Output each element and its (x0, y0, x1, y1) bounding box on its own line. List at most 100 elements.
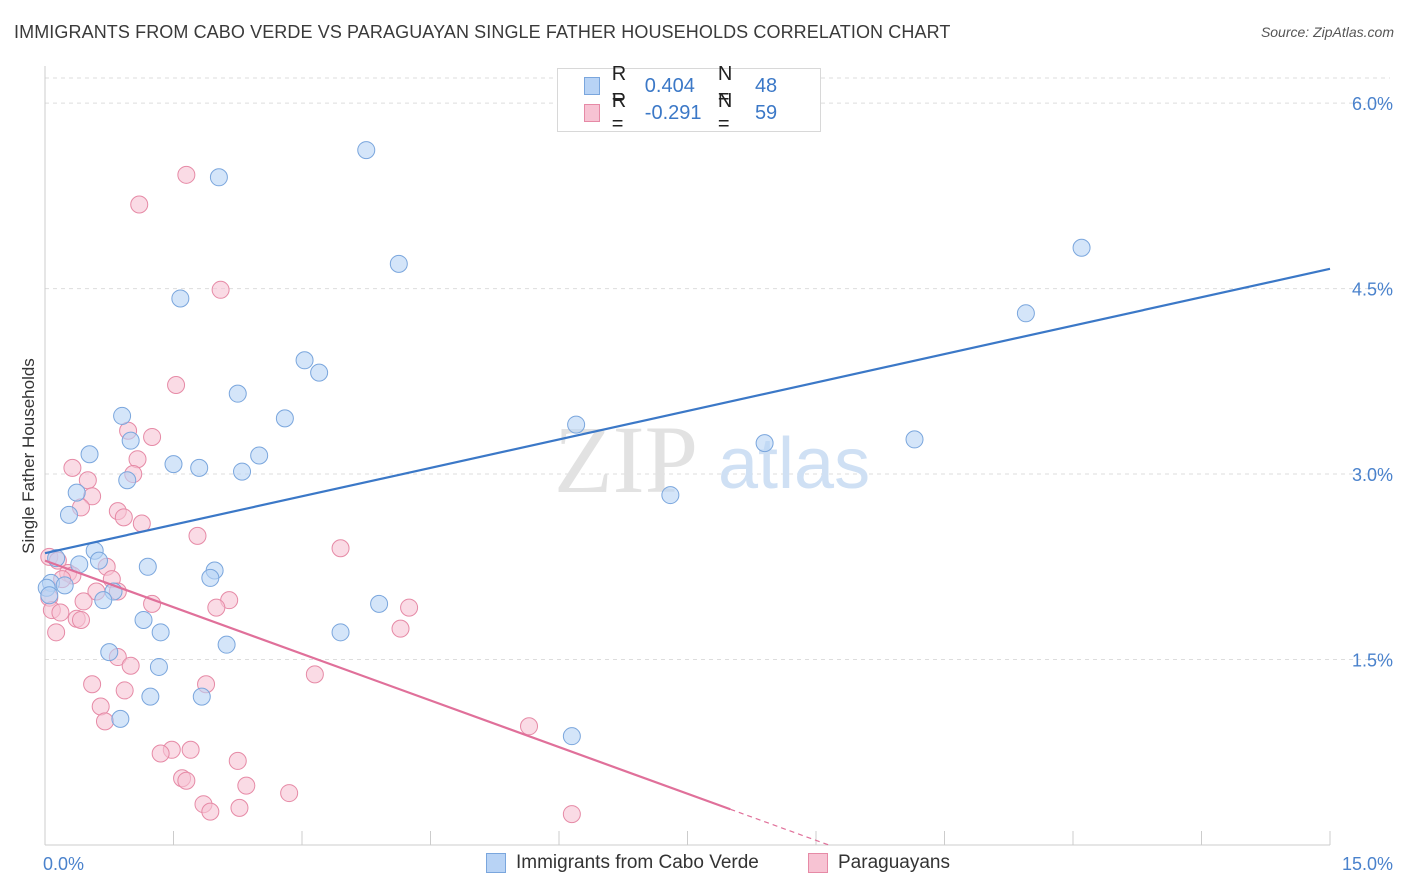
r-value: 0.404 (644, 74, 695, 97)
paraguayans-point (143, 427, 162, 446)
paraguayans-point (391, 619, 410, 638)
cabo-verde-point (357, 141, 376, 160)
paraguayans-point (47, 623, 66, 642)
cabo-verde-point (171, 289, 190, 308)
n-label: N = (717, 63, 733, 108)
paraguayans-point (562, 805, 581, 824)
paraguayans-point (143, 594, 162, 613)
paraguayans-point (211, 280, 230, 299)
paraguayans-point (207, 598, 226, 617)
cabo-verde-points (37, 141, 1091, 746)
cabo-verde-point (755, 434, 774, 453)
legend-item-cabo-verde: Immigrants from Cabo Verde (486, 852, 759, 874)
paraguayans-point (188, 526, 207, 545)
correlation-legend: R = 0.404 N = 48 R = -0.291 N = 59 (557, 63, 821, 135)
paraguayans-point (128, 450, 147, 469)
cabo-verde-point (661, 486, 680, 505)
watermark-atlas: atlas (718, 424, 870, 504)
cabo-verde-point (310, 363, 329, 382)
paraguayans-point (115, 681, 134, 700)
r-value: -0.291 (644, 101, 702, 124)
paraguayans-point (177, 165, 196, 184)
blue-swatch (486, 853, 506, 873)
watermark: ZIP atlas (554, 406, 870, 513)
cabo-verde-point (111, 709, 130, 728)
paraguayans-point (331, 539, 350, 558)
r-label: R = (611, 90, 627, 135)
legend-label-paraguayans: Paraguayans (838, 852, 950, 873)
paraguayans-point (230, 798, 249, 817)
blue-swatch (584, 77, 600, 95)
paraguayans-point (130, 195, 149, 214)
chart-title: IMMIGRANTS FROM CABO VERDE VS PARAGUAYAN… (14, 22, 951, 42)
y-tick-label: 3.0% (1352, 465, 1393, 485)
cabo-verde-point (905, 430, 924, 449)
paraguayans-point (63, 458, 82, 477)
cabo-verde-trend-line (44, 267, 1331, 555)
cabo-verde-point (67, 483, 86, 502)
pink-swatch (808, 853, 828, 873)
cabo-verde-point (201, 568, 220, 587)
paraguayans-point (74, 592, 93, 611)
cabo-verde-point (228, 384, 247, 403)
legend-item-paraguayans: Paraguayans (808, 852, 950, 874)
paraguayans-point (83, 675, 102, 694)
paraguayans-point (280, 784, 299, 803)
cabo-verde-point (567, 415, 586, 434)
trend-lines (44, 267, 1331, 846)
paraguayans-point (520, 717, 539, 736)
n-value: 48 (754, 74, 778, 97)
cabo-verde-point (190, 458, 209, 477)
source-credit: Source: ZipAtlas.com (1260, 24, 1394, 40)
paraguayans-point (201, 802, 220, 821)
cabo-verde-point (80, 445, 99, 464)
cabo-verde-point (118, 471, 137, 490)
n-value: 59 (754, 101, 778, 124)
paraguayans-point (400, 598, 419, 617)
legend-row-blue: R = 0.404 N = 48 (584, 63, 820, 108)
pink-swatch (584, 104, 600, 122)
cabo-verde-point (55, 576, 74, 595)
cabo-verde-point (138, 557, 157, 576)
cabo-verde-point (100, 643, 119, 662)
axes (44, 66, 1331, 846)
cabo-verde-point (209, 168, 228, 187)
tick-labels: 1.5% 3.0% 4.5% 6.0% 0.0% 15.0% (43, 94, 1393, 874)
y-axis-label: Single Father Households (19, 358, 38, 554)
paraguayans-point (51, 603, 70, 622)
y-tick-label: 4.5% (1352, 280, 1393, 300)
cabo-verde-point (331, 623, 350, 642)
paraguayans-point (114, 508, 133, 527)
paraguayans-point (91, 697, 110, 716)
x-tick-label: 15.0% (1342, 854, 1393, 874)
paraguayans-trend-extension (730, 808, 830, 846)
paraguayans-point (181, 740, 200, 759)
cabo-verde-point (59, 505, 78, 524)
cabo-verde-point (1016, 304, 1035, 323)
paraguayans-point (167, 376, 186, 395)
cabo-verde-point (40, 586, 59, 605)
cabo-verde-point (389, 254, 408, 273)
paraguayans-point (228, 751, 247, 770)
cabo-verde-point (113, 406, 132, 425)
cabo-verde-point (233, 462, 252, 481)
grid-lines (45, 77, 1390, 661)
cabo-verde-point (164, 455, 183, 474)
cabo-verde-point (141, 687, 160, 706)
paraguayans-point (151, 744, 170, 763)
cabo-verde-point (192, 687, 211, 706)
cabo-verde-point (250, 446, 269, 465)
cabo-verde-point (295, 351, 314, 370)
cabo-verde-point (121, 431, 140, 450)
legend-label-cabo-verde: Immigrants from Cabo Verde (516, 852, 759, 873)
legend-row-pink: R = -0.291 N = 59 (584, 90, 820, 135)
y-tick-label: 1.5% (1352, 651, 1393, 671)
paraguayans-point (95, 712, 114, 731)
r-label: R = (611, 63, 627, 108)
cabo-verde-point (89, 551, 108, 570)
y-tick-label: 6.0% (1352, 94, 1393, 114)
cabo-verde-point (94, 591, 113, 610)
paraguayans-point (121, 656, 140, 675)
series-legend: Immigrants from Cabo Verde Paraguayans (0, 852, 1406, 876)
